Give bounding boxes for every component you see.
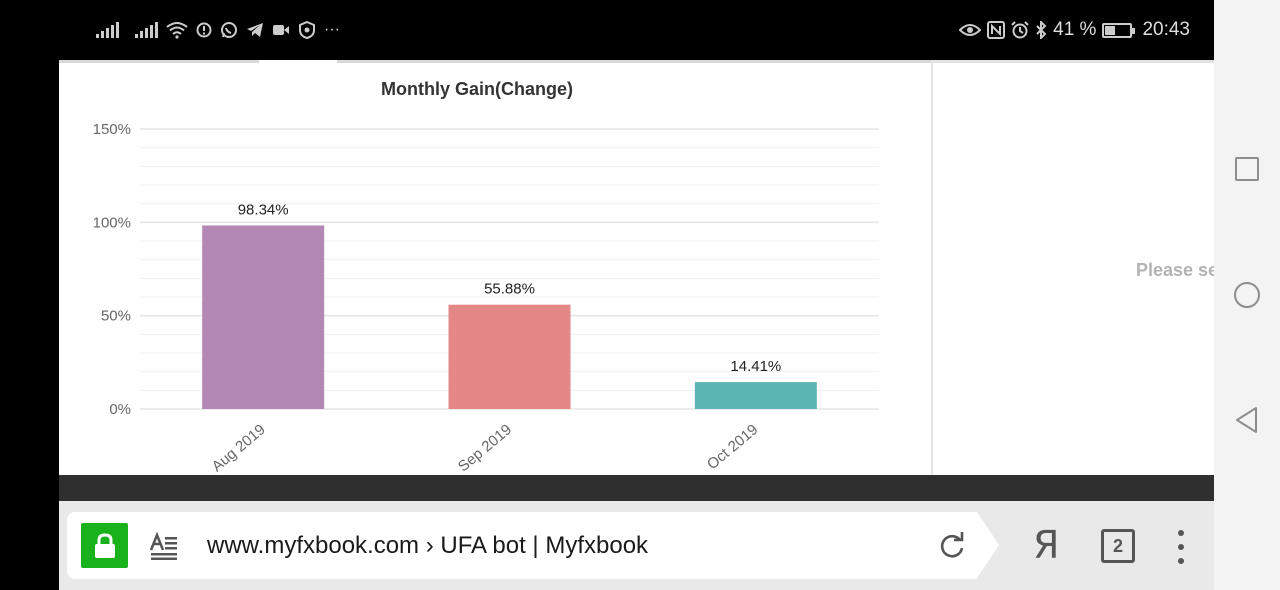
vpn-icon bbox=[299, 21, 315, 39]
panel-top-border bbox=[933, 60, 1214, 63]
wifi-icon bbox=[166, 22, 188, 39]
alert-icon bbox=[196, 22, 212, 38]
clock: 20:43 bbox=[1142, 19, 1190, 40]
menu-dots-icon[interactable] bbox=[1171, 530, 1191, 564]
right-panel-message: Please se bbox=[1136, 260, 1214, 280]
address-bar-arrow bbox=[977, 512, 999, 578]
battery-percent: 41 % bbox=[1053, 19, 1097, 40]
data-label: 14.41% bbox=[730, 358, 781, 375]
browser-toolbar: www.myfxbook.com › UFA bot | Myfxbook Я … bbox=[59, 501, 1214, 590]
alarm-icon bbox=[1011, 21, 1029, 39]
web-page: Monthly Gain(Change) 0% 50% 100% 150% 98.34%… bbox=[59, 60, 1214, 475]
android-nav-bar bbox=[1214, 0, 1280, 590]
panel-divider bbox=[931, 60, 933, 475]
lock-icon bbox=[94, 532, 115, 558]
bar bbox=[202, 225, 325, 409]
bar bbox=[694, 382, 817, 409]
chart-title: Monthly Gain(Change) bbox=[381, 79, 573, 99]
page-footer-band bbox=[59, 475, 1214, 501]
x-tick-label: Oct 2019 bbox=[704, 421, 762, 473]
url-text[interactable]: www.myfxbook.com › UFA bot | Myfxbook bbox=[207, 532, 649, 559]
signal-1-icon bbox=[96, 22, 119, 38]
tabs-counter-button[interactable]: 2 bbox=[1101, 529, 1135, 563]
back-icon[interactable] bbox=[1234, 406, 1260, 434]
yandex-button[interactable]: Я bbox=[1033, 523, 1060, 567]
page-tab-inactive[interactable] bbox=[59, 60, 259, 63]
nfc-icon bbox=[987, 21, 1006, 39]
status-right-icons: 41 % 20:43 bbox=[959, 18, 1190, 42]
reader-mode-icon[interactable] bbox=[149, 532, 179, 560]
more-icon: ··· bbox=[324, 21, 340, 38]
status-bar: ··· 41 % 20:43 bbox=[0, 0, 1214, 60]
signal-2-icon bbox=[135, 22, 158, 38]
eye-icon bbox=[959, 24, 982, 36]
y-tick-label: 0% bbox=[109, 401, 131, 418]
monthly-gain-chart: 0% 50% 100% 150% 98.34% Aug 2019 55.88% Sep 201… bbox=[93, 121, 879, 475]
address-bar[interactable]: www.myfxbook.com › UFA bot | Myfxbook bbox=[67, 512, 977, 579]
bluetooth-icon bbox=[1036, 21, 1047, 39]
y-tick-label: 150% bbox=[93, 121, 131, 138]
data-label: 55.88% bbox=[484, 281, 535, 298]
recent-apps-icon[interactable] bbox=[1235, 157, 1259, 181]
reload-icon[interactable] bbox=[937, 531, 967, 561]
y-tick-label: 100% bbox=[93, 214, 131, 231]
x-tick-label: Sep 2019 bbox=[455, 421, 515, 475]
y-tick-label: 50% bbox=[101, 308, 131, 325]
x-tick-label: Aug 2019 bbox=[209, 421, 269, 475]
bar bbox=[448, 304, 571, 409]
status-left-icons: ··· bbox=[96, 18, 340, 42]
battery-icon bbox=[1102, 22, 1136, 38]
battery-fill bbox=[1105, 25, 1116, 35]
data-label: 98.34% bbox=[238, 201, 289, 218]
whatsapp-icon bbox=[221, 22, 237, 38]
page-tab-inactive[interactable] bbox=[337, 60, 932, 63]
secure-lock-button[interactable] bbox=[81, 523, 128, 568]
telegram-icon bbox=[247, 23, 263, 37]
video-icon bbox=[273, 25, 289, 35]
home-icon[interactable] bbox=[1234, 282, 1260, 308]
